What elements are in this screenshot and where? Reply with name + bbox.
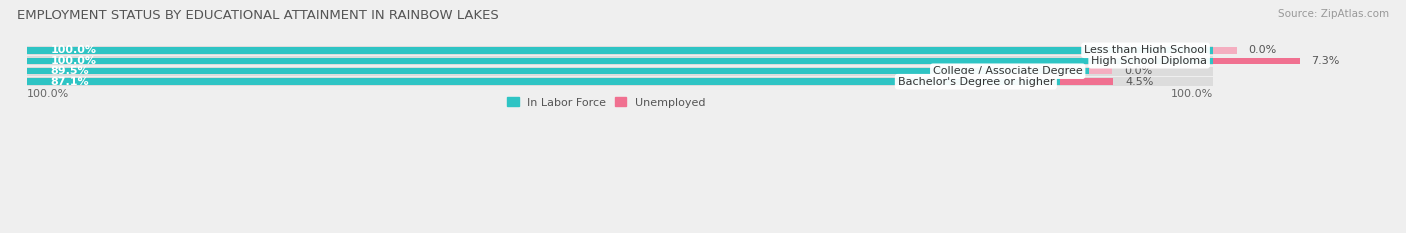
Text: High School Diploma: High School Diploma bbox=[1091, 56, 1208, 66]
Text: Source: ZipAtlas.com: Source: ZipAtlas.com bbox=[1278, 9, 1389, 19]
Text: 89.5%: 89.5% bbox=[51, 66, 89, 76]
Bar bbox=[1060, 79, 1114, 85]
Bar bbox=[27, 47, 1213, 54]
Text: 7.3%: 7.3% bbox=[1312, 56, 1340, 66]
Text: EMPLOYMENT STATUS BY EDUCATIONAL ATTAINMENT IN RAINBOW LAKES: EMPLOYMENT STATUS BY EDUCATIONAL ATTAINM… bbox=[17, 9, 499, 22]
Text: 0.0%: 0.0% bbox=[1125, 66, 1153, 76]
Text: Less than High School: Less than High School bbox=[1084, 45, 1208, 55]
Text: 87.1%: 87.1% bbox=[51, 77, 89, 87]
Bar bbox=[1088, 68, 1112, 75]
Text: 4.5%: 4.5% bbox=[1125, 77, 1154, 87]
Text: 100.0%: 100.0% bbox=[1171, 89, 1213, 99]
Bar bbox=[27, 79, 1060, 85]
Legend: In Labor Force, Unemployed: In Labor Force, Unemployed bbox=[503, 93, 710, 112]
Bar bbox=[27, 77, 1213, 86]
Text: 100.0%: 100.0% bbox=[27, 89, 69, 99]
Bar bbox=[27, 56, 1213, 65]
Text: 0.0%: 0.0% bbox=[1249, 45, 1277, 55]
Bar bbox=[27, 46, 1213, 55]
Bar bbox=[27, 68, 1088, 75]
Bar bbox=[1213, 47, 1237, 54]
Bar bbox=[27, 67, 1213, 76]
Bar bbox=[27, 58, 1213, 64]
Text: 100.0%: 100.0% bbox=[51, 56, 97, 66]
Text: College / Associate Degree: College / Associate Degree bbox=[932, 66, 1083, 76]
Text: Bachelor's Degree or higher: Bachelor's Degree or higher bbox=[897, 77, 1054, 87]
Text: 100.0%: 100.0% bbox=[51, 45, 97, 55]
Bar bbox=[1213, 58, 1299, 64]
